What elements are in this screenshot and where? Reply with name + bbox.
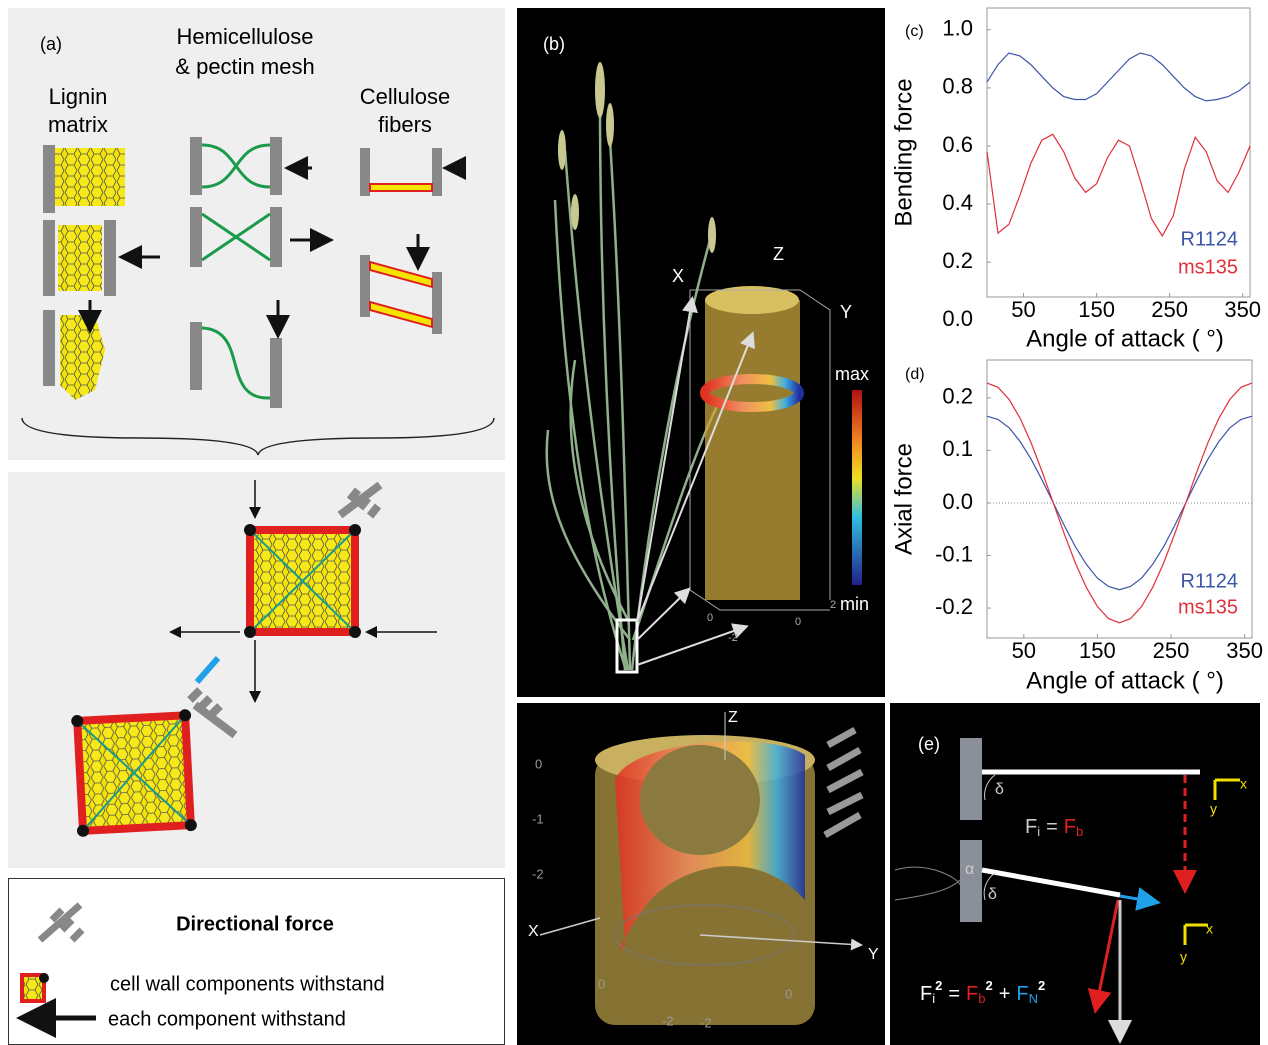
tick-label: 0 xyxy=(598,976,605,991)
panel-label: (c) xyxy=(905,23,924,40)
eq-part: F xyxy=(1025,816,1037,838)
heading: Hemicellulose xyxy=(177,24,314,49)
colorbar-label: min xyxy=(840,594,869,614)
eq-part: = xyxy=(948,983,960,1005)
legend-entry: ms135 xyxy=(1178,256,1238,278)
legend-title: Directional force xyxy=(176,913,334,935)
legend-item: each component withstand xyxy=(108,1008,346,1030)
equation: Fi = Fb xyxy=(1025,816,1083,839)
angle-label: α xyxy=(965,861,974,878)
eq-part: b xyxy=(978,991,985,1006)
axis-label: Y xyxy=(868,946,879,963)
axis-label: Z xyxy=(728,709,738,726)
tick-label: 0 xyxy=(785,986,792,1001)
panel-e: (e) Fi=Fb Fi2=Fb2+FN2 δ δ α x y x y xyxy=(890,703,1260,1045)
angle-label: δ xyxy=(995,781,1004,798)
y-tick-label: 0.2 xyxy=(942,384,973,409)
x-tick-label: 50 xyxy=(1012,638,1036,663)
angle-label: δ xyxy=(988,886,997,903)
x-tick-label: 350 xyxy=(1224,297,1261,322)
plot-area xyxy=(987,8,1250,297)
axis-label: y xyxy=(1180,949,1187,965)
x-tick-label: 250 xyxy=(1151,297,1188,322)
eq-part: = xyxy=(1046,816,1058,838)
eq-part: 2 xyxy=(985,978,992,993)
y-tick-label: 0.4 xyxy=(942,190,973,215)
axis-label: Y xyxy=(840,302,852,322)
eq-part: F xyxy=(920,983,932,1005)
colorbar-label: max xyxy=(835,364,869,384)
charts: (c) 0.0 0.2 0.4 0.6 0.8 1.0 50 150 250 350 Bending … xyxy=(890,8,1263,694)
eq-part: N xyxy=(1029,991,1038,1006)
tick-label: 2 xyxy=(830,599,836,611)
x-tick-label: 250 xyxy=(1153,638,1190,663)
eq-part: i xyxy=(1037,824,1040,839)
axis-label: x xyxy=(1240,776,1247,792)
y-axis-label: Axial force xyxy=(890,443,917,555)
figure: (a) Hemicellulose & pectin mesh Lignin m… xyxy=(0,0,1268,1045)
x-tick-label: 50 xyxy=(1011,297,1035,322)
x-tick-label: 350 xyxy=(1226,638,1263,663)
tick-label: -2 xyxy=(700,1015,712,1030)
heading: fibers xyxy=(378,112,432,137)
axis-label: y xyxy=(1210,801,1217,817)
x-axis-label: Angle of attack ( °) xyxy=(1026,667,1224,694)
eq-part: F xyxy=(966,983,978,1005)
x-tick-label: 150 xyxy=(1079,638,1116,663)
heading: Cellulose xyxy=(360,84,451,109)
heading: matrix xyxy=(48,112,108,137)
panel-label: (d) xyxy=(905,366,925,383)
tick-label: -2 xyxy=(532,866,544,881)
y-tick-label: -0.2 xyxy=(935,594,973,619)
panel-label: (a) xyxy=(40,34,62,54)
y-tick-label: 0.0 xyxy=(942,306,973,331)
legend-entry: ms135 xyxy=(1178,596,1238,618)
y-tick-label: -0.1 xyxy=(935,541,973,566)
y-tick-label: 0.0 xyxy=(942,489,973,514)
tick-label: 0 xyxy=(535,756,542,771)
y-tick-label: 0.1 xyxy=(942,436,973,461)
tick-label: 0 xyxy=(707,612,713,624)
axis-label: X xyxy=(672,266,684,286)
panel-3d: Z X Y 0 -1 -2 0 0 -2 -2 xyxy=(517,703,885,1045)
y-tick-label: 0.6 xyxy=(942,132,973,157)
tick-label: -2 xyxy=(662,1013,674,1028)
eq-part: i xyxy=(932,991,935,1006)
panel-a: (a) Hemicellulose & pectin mesh Lignin m… xyxy=(8,8,505,460)
tick-label: 0 xyxy=(795,616,801,628)
y-tick-label: 0.2 xyxy=(942,248,973,273)
panel-label: (b) xyxy=(543,34,565,54)
y-tick-label: 1.0 xyxy=(942,16,973,41)
axis-label: X xyxy=(528,923,539,940)
eq-part: b xyxy=(1076,824,1083,839)
heading: Lignin xyxy=(49,84,108,109)
panel-label: (e) xyxy=(918,734,940,754)
legend-box: Directional force cell wall components w… xyxy=(9,879,505,1045)
cell-wall-diagram xyxy=(8,472,505,868)
tick-label: -2 xyxy=(728,632,738,644)
eq-part: F xyxy=(1016,983,1028,1005)
heading: & pectin mesh xyxy=(175,54,314,79)
axis-label: Z xyxy=(773,244,784,264)
tick-label: -1 xyxy=(532,811,544,826)
eq-part: 2 xyxy=(1038,978,1045,993)
x-axis-label: Angle of attack ( °) xyxy=(1026,325,1224,352)
panel-b: (b) X Z Y max min 0 2 -2 0 xyxy=(517,8,885,697)
legend-item: cell wall components withstand xyxy=(110,973,385,995)
eq-part: 2 xyxy=(935,978,942,993)
legend-entry: R1124 xyxy=(1181,570,1238,592)
y-tick-label: 0.8 xyxy=(942,74,973,99)
axis-label: x xyxy=(1206,921,1213,937)
eq-part: + xyxy=(999,983,1011,1005)
legend-entry: R1124 xyxy=(1181,228,1238,250)
y-axis-label: Bending force xyxy=(890,78,917,226)
eq-part: F xyxy=(1064,816,1076,838)
x-tick-label: 150 xyxy=(1078,297,1115,322)
